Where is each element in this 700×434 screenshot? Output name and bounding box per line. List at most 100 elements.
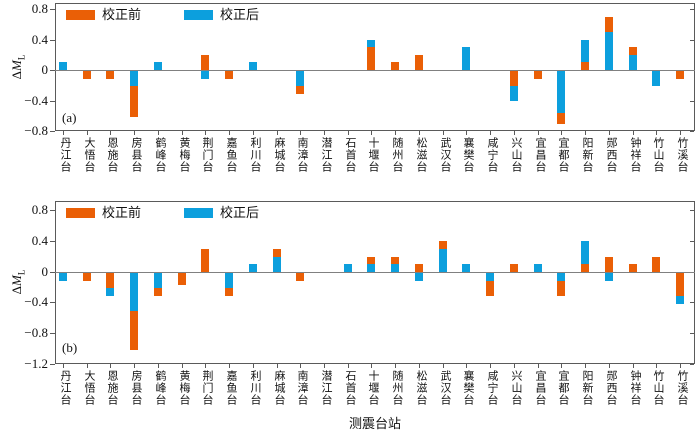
legend-label-before: 校正前	[102, 205, 142, 220]
y-tick-label: 0	[41, 62, 49, 77]
bar-before-a-13	[367, 47, 375, 70]
x-tick	[419, 364, 420, 368]
x-tick	[324, 364, 325, 368]
station-label: 丹江台	[59, 137, 71, 173]
x-tick	[395, 364, 396, 368]
bar-after-b-0	[59, 273, 67, 281]
bar-after-b-7	[225, 273, 233, 288]
station-label: 黄梅台	[178, 370, 190, 406]
bar-after-b-20	[534, 264, 542, 272]
legend-panel-a: 校正前 校正后	[66, 7, 259, 22]
y-tick	[50, 70, 55, 71]
station-label: 宜都台	[557, 137, 569, 173]
y-tick-label: 0.8	[31, 1, 48, 16]
station-label: 丹江台	[59, 370, 71, 406]
station-label: 恩施台	[106, 370, 118, 406]
y-tick	[50, 9, 55, 10]
x-tick	[348, 131, 349, 135]
y-tick	[50, 210, 55, 211]
station-label: 麻城台	[273, 370, 285, 406]
station-label: 宜昌台	[534, 370, 546, 406]
station-label: 随州台	[391, 370, 403, 406]
x-tick	[585, 131, 586, 135]
x-axis-title: 测震台站	[348, 416, 401, 431]
bar-after-b-12	[344, 264, 352, 272]
y-tick-label: 0.4	[31, 32, 48, 47]
station-label: 石首台	[344, 137, 356, 173]
station-label: 竹山台	[652, 137, 664, 173]
bar-after-b-21	[557, 273, 565, 281]
station-label: 房县台	[130, 137, 142, 173]
x-tick	[490, 364, 491, 368]
station-label: 松滋台	[415, 370, 427, 406]
station-label: 阳新台	[581, 370, 593, 406]
x-tick	[63, 131, 64, 135]
x-tick	[466, 131, 467, 135]
station-label: 荆门台	[201, 137, 213, 173]
bar-after-a-8	[249, 62, 257, 70]
x-tick	[158, 364, 159, 368]
x-tick	[656, 131, 657, 135]
legend-label-before: 校正前	[102, 7, 142, 22]
legend-label-after: 校正后	[220, 205, 260, 220]
station-label: 竹山台	[652, 370, 664, 406]
bar-after-b-4	[154, 273, 162, 288]
y-tick-inner	[690, 364, 694, 365]
x-tick	[680, 364, 681, 368]
bar-before-a-14	[391, 62, 399, 70]
x-tick	[680, 131, 681, 135]
station-label: 南漳台	[296, 370, 308, 406]
station-label: 麻城台	[273, 137, 285, 173]
bar-before-b-19	[510, 264, 518, 272]
station-label: 阳新台	[581, 137, 593, 173]
y-tick-label: −0.8	[24, 123, 48, 138]
bar-before-b-24	[629, 264, 637, 272]
x-tick	[182, 364, 183, 368]
station-label: 随州台	[391, 137, 403, 173]
x-tick	[229, 364, 230, 368]
legend-swatch-before	[66, 10, 95, 20]
bar-after-b-15	[415, 273, 423, 281]
x-tick	[134, 131, 135, 135]
x-tick	[443, 131, 444, 135]
y-tick-inner	[690, 131, 694, 132]
x-tick	[300, 131, 301, 135]
x-tick	[253, 131, 254, 135]
panel-tag-a: (a)	[62, 110, 77, 125]
bar-after-b-13	[367, 264, 375, 272]
x-tick	[348, 364, 349, 368]
station-label: 钟祥台	[629, 370, 641, 406]
x-tick	[443, 364, 444, 368]
bar-after-a-6	[201, 71, 209, 79]
x-tick	[371, 131, 372, 135]
x-tick	[253, 364, 254, 368]
bar-before-b-10	[296, 273, 304, 281]
x-tick	[110, 364, 111, 368]
x-tick	[205, 364, 206, 368]
y-tick	[50, 272, 55, 273]
y-tick	[50, 101, 55, 102]
station-label: 利川台	[249, 137, 261, 173]
station-label: 潜江台	[320, 137, 332, 173]
x-tick	[87, 364, 88, 368]
bar-after-b-14	[391, 264, 399, 272]
bar-before-a-15	[415, 55, 423, 70]
zero-line-b	[55, 272, 695, 273]
y-tick-inner	[690, 333, 694, 334]
station-label: 黄梅台	[178, 137, 190, 173]
station-label: 武汉台	[439, 370, 451, 406]
x-tick	[158, 131, 159, 135]
station-label: 大悟台	[83, 370, 95, 406]
station-label: 宜昌台	[534, 137, 546, 173]
bar-before-b-15	[415, 264, 423, 272]
x-tick	[277, 364, 278, 368]
bar-after-b-22	[581, 241, 589, 272]
panel-tag-b: (b)	[62, 340, 78, 355]
y-tick-inner	[690, 210, 694, 211]
station-label: 潜江台	[320, 370, 332, 406]
bar-before-b-1	[83, 273, 91, 281]
bar-after-a-10	[296, 71, 304, 86]
bar-after-b-18	[486, 273, 494, 281]
x-tick	[229, 131, 230, 135]
y-tick-inner	[690, 241, 694, 242]
